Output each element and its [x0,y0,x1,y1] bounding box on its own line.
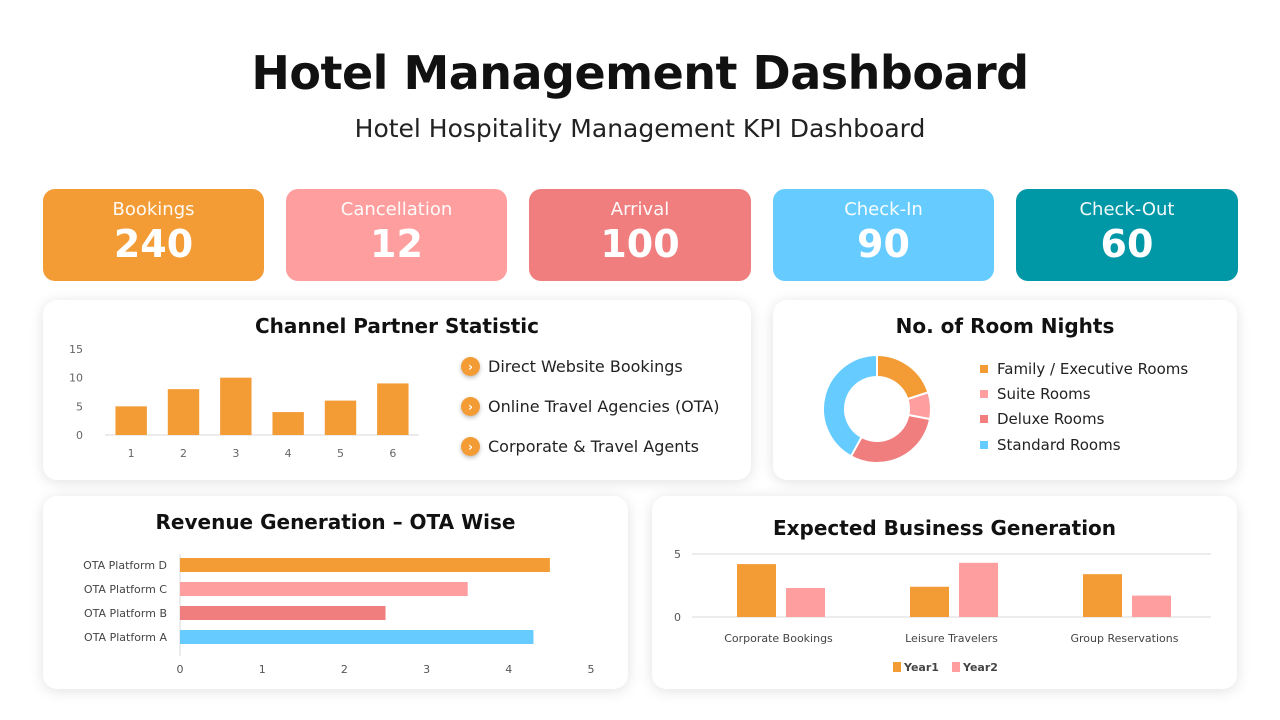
legend-swatch [980,365,988,373]
legend-item: Family / Executive Rooms [980,360,1188,378]
x-tick-label: 5 [337,447,344,460]
kpi-label: Check-Out [1079,199,1175,220]
legend-label: Suite Rooms [997,385,1091,403]
kpi-arrival: Arrival 100 [529,189,751,281]
revenue-ota-card: Revenue Generation – OTA Wise 0 1 2 3 4 5 OTA … [43,496,628,689]
x-tick-label: Group Reservations [1071,632,1179,645]
bar [786,588,825,617]
x-tick-label: 4 [285,447,292,460]
x-tick-label: 4 [505,663,512,676]
chevron-right-icon: › [461,357,480,376]
page-title: Hotel Management Dashboard [251,46,1029,100]
x-tick-label: Corporate Bookings [724,632,833,645]
y-tick-label: 0 [674,611,681,624]
x-tick-label: 3 [232,447,239,460]
kpi-value: 60 [1100,222,1154,266]
y-tick-label: 0 [76,429,83,442]
chevron-right-icon: › [461,397,480,416]
chevron-right-icon: › [461,437,480,456]
bar [737,564,776,617]
legend-label: Standard Rooms [997,436,1121,454]
y-tick-label: OTA Platform A [84,631,167,644]
page-subtitle: Hotel Hospitality Management KPI Dashboa… [354,114,926,143]
legend-swatch [980,441,988,449]
bar [220,377,252,435]
bar [910,586,949,617]
bar [167,389,200,435]
bar [959,562,998,617]
kpi-label: Cancellation [340,199,453,220]
bar [272,412,304,435]
kpi-label: Arrival [610,199,670,220]
channel-partner-card: Channel Partner Statistic 0 5 10 15 1 2 3 4 5 6 ›… [43,300,751,480]
x-tick-label: 1 [259,663,266,676]
y-tick-label: 10 [69,372,83,385]
chart-title: Expected Business Generation [772,516,1117,540]
y-tick-label: OTA Platform D [83,559,167,572]
x-tick-label: 2 [341,663,348,676]
bar [180,582,468,596]
bar [377,383,409,435]
x-tick-label: Leisure Travelers [905,632,998,645]
bullet-label: Online Travel Agencies (OTA) [488,397,720,416]
chart-title: Revenue Generation – OTA Wise [155,510,516,534]
y-tick-label: OTA Platform B [84,607,167,620]
x-tick-label: 1 [128,447,135,460]
y-tick-label: 5 [76,400,83,413]
room-nights-card: No. of Room Nights Family / Executive Ro… [773,300,1237,480]
business-bar-chart: 0 5 Corporate Bookings Leisure Travelers Gro… [674,548,1211,674]
bullet-label: Corporate & Travel Agents [488,437,699,456]
x-tick-label: 2 [180,447,187,460]
kpi-value: 100 [600,222,680,266]
chart-title: No. of Room Nights [895,314,1115,338]
bullet-label: Direct Website Bookings [488,357,683,376]
bar [1083,574,1122,617]
legend-swatch [952,662,960,672]
bar [324,400,357,435]
y-tick-label: OTA Platform C [84,583,167,596]
bar [180,630,534,644]
kpi-checkin: Check-In 90 [773,189,994,281]
bar [180,606,386,620]
bullet-item: › Direct Website Bookings [461,357,683,376]
room-nights-donut [822,353,932,464]
kpi-value: 12 [370,222,423,266]
chart-title: Channel Partner Statistic [255,314,539,338]
bullet-item: › Online Travel Agencies (OTA) [461,397,720,416]
legend-label: Family / Executive Rooms [997,360,1189,378]
bar [115,406,147,435]
y-tick-label: 5 [674,548,681,561]
kpi-cancellation: Cancellation 12 [286,189,507,281]
legend-swatch [893,662,901,672]
business-generation-card: Expected Business Generation 0 5 Corporate… [652,496,1237,689]
bar [1132,595,1171,617]
x-tick-label: 6 [389,447,396,460]
kpi-bookings: Bookings 240 [43,189,264,281]
channel-bar-chart: 0 5 10 15 1 2 3 4 5 6 [69,343,419,460]
legend-item: Deluxe Rooms [980,410,1104,428]
legend-swatch [980,390,988,398]
legend-swatch [980,415,988,423]
x-tick-label: 3 [423,663,430,676]
legend-label: Deluxe Rooms [997,410,1105,428]
ota-bar-chart: 0 1 2 3 4 5 OTA Platform D OTA Platform C OTA Pl… [83,554,595,676]
kpi-label: Bookings [112,199,195,220]
legend-label: Year2 [962,661,998,674]
donut-slice [822,353,878,458]
bar [180,558,550,572]
x-tick-label: 5 [588,663,595,676]
kpi-value: 90 [857,222,910,266]
kpi-value: 240 [113,222,194,266]
legend-item: Suite Rooms [980,385,1091,403]
donut-slice [876,353,930,401]
x-tick-label: 0 [177,663,184,676]
y-tick-label: 15 [69,343,83,356]
legend-item: Standard Rooms [980,436,1121,454]
bullet-item: › Corporate & Travel Agents [461,437,699,456]
kpi-label: Check-In [844,199,923,220]
legend-label: Year1 [903,661,939,674]
kpi-checkout: Check-Out 60 [1016,189,1238,281]
donut-slice [849,413,932,464]
